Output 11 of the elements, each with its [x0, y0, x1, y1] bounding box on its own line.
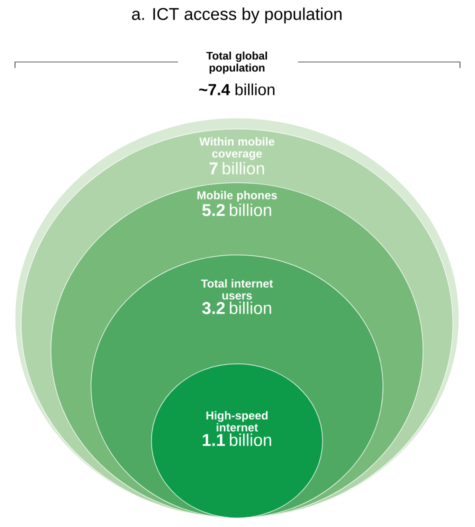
category-label: High-speed internet [206, 411, 268, 432]
text: a. ICT access by population [132, 8, 342, 24]
data-label: 7 billion [210, 162, 264, 174]
category-label: Mobile phones [197, 190, 277, 202]
category-label: Total internet users [201, 279, 273, 300]
data-label: 5.2 billion [202, 204, 272, 216]
category-label: Total global population [206, 52, 267, 74]
data-label: ~7.4 billion [199, 84, 274, 96]
data-label: 3.2 billion [202, 302, 272, 314]
data-label: 1.1 billion [202, 434, 272, 446]
category-label: Within mobile coverage [199, 137, 274, 160]
